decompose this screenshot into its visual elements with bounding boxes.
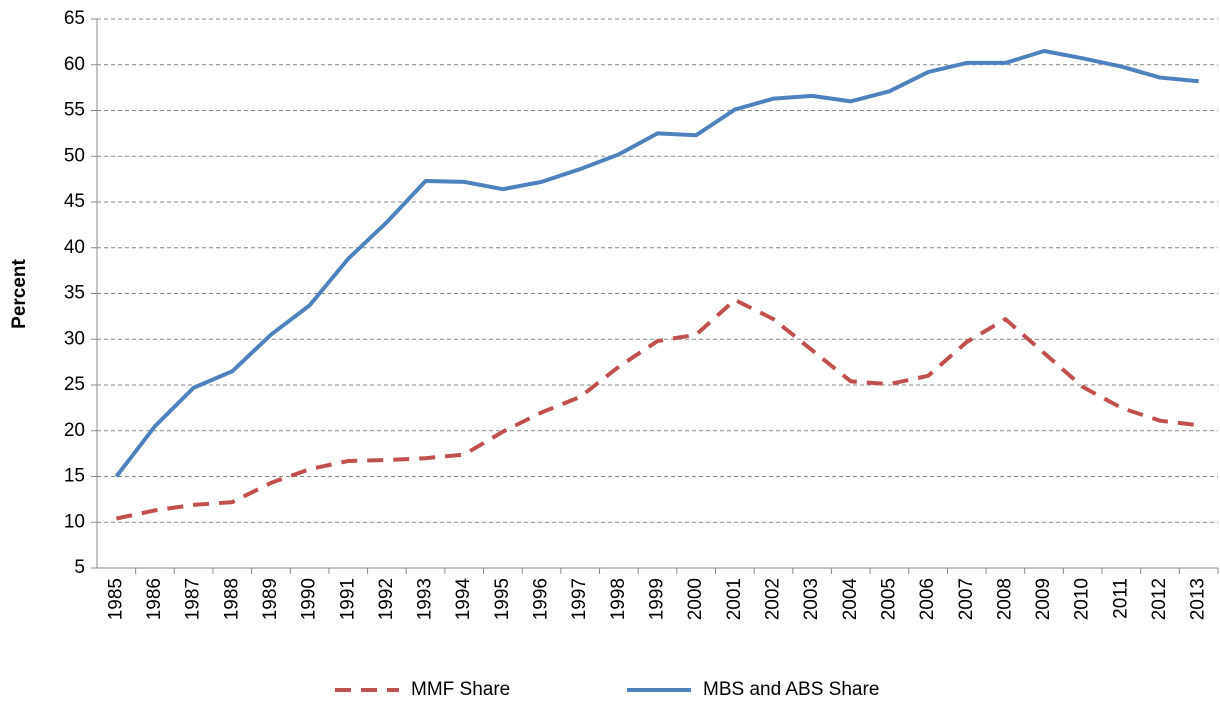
x-tick-label: 2011 [1110,578,1131,619]
y-tick-label: 55 [64,100,85,121]
y-tick-label: 5 [74,557,85,578]
series-line [114,49,1199,478]
y-tick-label: 65 [64,8,85,29]
x-tick-label: 2000 [685,578,706,620]
x-tick-label: 2012 [1149,578,1170,620]
legend-label: MMF Share [411,679,510,700]
x-tick-label: 1999 [647,578,668,620]
x-tick-label: 1994 [453,578,474,621]
series-line [115,297,1199,521]
x-tick-label: 2005 [878,578,899,620]
y-tick-label: 35 [64,283,85,304]
x-tick-label: 1988 [221,578,242,620]
x-tick-label: 1995 [492,578,513,620]
x-tick-label: 2010 [1072,578,1093,620]
y-tick-label: 45 [64,191,85,212]
x-tick-label: 2001 [724,578,745,620]
x-tick-label: 1985 [105,578,126,620]
y-tick-label: 30 [64,328,85,349]
x-tick-label: 1987 [183,578,204,620]
legend-label: MBS and ABS Share [703,679,879,700]
y-tick-label: 25 [64,374,85,395]
x-tick-label: 2002 [762,578,783,620]
x-tick-label: 1998 [608,578,629,620]
x-tick-label: 1989 [260,578,281,620]
x-tick-label: 1996 [531,578,552,620]
y-tick-label: 40 [64,237,85,258]
x-tick-label: 1991 [337,578,358,620]
x-tick-label: 2003 [801,578,822,620]
y-tick-label: 15 [64,466,85,487]
x-tick-label: 2013 [1188,578,1209,620]
x-tick-label: 2006 [917,578,938,620]
x-tick-label: 1993 [415,578,436,620]
x-tick-label: 1997 [569,578,590,620]
y-tick-label: 50 [64,145,85,166]
y-axis-label: Percent [9,258,30,328]
y-tick-label: 10 [64,511,85,532]
x-tick-label: 1992 [376,578,397,620]
x-tick-label: 2009 [1033,578,1054,620]
y-tick-label: 60 [64,54,85,75]
x-tick-label: 2007 [956,578,977,620]
x-tick-label: 2004 [840,578,861,621]
x-tick-label: 1986 [144,578,165,620]
x-tick-label: 2008 [994,578,1015,620]
x-tick-label: 1990 [299,578,320,620]
y-tick-label: 20 [64,420,85,441]
